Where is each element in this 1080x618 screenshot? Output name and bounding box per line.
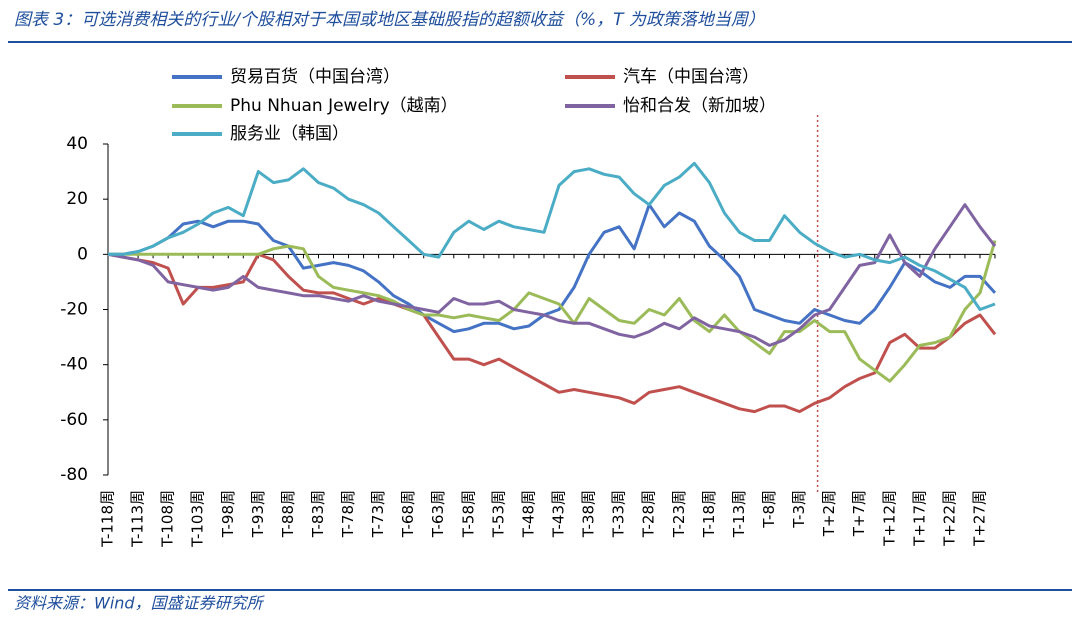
x-tick-label: T-58周	[459, 490, 477, 538]
x-tick-label: T-53周	[489, 490, 507, 538]
x-tick-label: T-108周	[159, 490, 177, 548]
x-tick-label: T-43周	[550, 490, 568, 538]
x-tick-label: T-18周	[700, 490, 718, 538]
x-tick-label: T-8周	[760, 490, 778, 529]
series-line	[107, 252, 997, 414]
x-tick-label: T+17周	[910, 490, 928, 547]
legend-label: 贸易百货（中国台湾）	[230, 67, 400, 87]
x-tick-label: T-38周	[580, 490, 598, 538]
x-tick-label: T-13周	[730, 490, 748, 538]
x-tick-label: T-28周	[640, 490, 658, 538]
x-tick-label: T-88周	[279, 490, 297, 538]
x-tick-label: T-73周	[369, 490, 387, 538]
y-tick-label: 40	[66, 134, 88, 154]
series-line	[108, 203, 997, 334]
legend-label: 汽车（中国台湾）	[623, 67, 759, 87]
x-tick-label: T-103周	[189, 490, 207, 548]
x-tick-label: T-3周	[790, 490, 808, 529]
x-tick-label: T-83周	[309, 490, 327, 538]
series-line	[107, 203, 997, 347]
y-tick-label: -20	[60, 300, 88, 320]
x-tick-label: T-33周	[610, 490, 628, 538]
x-tick-label: T-118周	[99, 490, 117, 548]
y-tick-label: -60	[60, 410, 88, 430]
x-tick-label: T+2周	[820, 490, 838, 537]
x-tick-label: T-78周	[339, 490, 357, 538]
x-tick-label: T-93周	[249, 490, 267, 538]
legend-label: Phu Nhuan Jewelry（越南）	[230, 96, 458, 116]
legend-label: 服务业（韩国）	[230, 124, 349, 144]
x-tick-label: T+7周	[850, 490, 868, 537]
y-tick-label: 20	[66, 189, 88, 209]
x-tick-label: T-98周	[219, 490, 237, 538]
x-tick-label: T-113周	[129, 490, 147, 548]
x-tick-label: T+12周	[880, 490, 898, 547]
x-tick-label: T-48周	[519, 490, 537, 538]
x-tick-label: T-23周	[670, 490, 688, 538]
source: 资料来源：Wind，国盛证券研究所	[14, 594, 266, 613]
x-tick-label: T+27周	[970, 490, 988, 547]
chart-title: 图表 3：可选消费相关的行业/个股相对于本国或地区基础股指的超额收益（%，T 为…	[14, 10, 765, 30]
series-line	[108, 161, 996, 311]
series-line	[108, 240, 997, 383]
y-tick-label: 0	[77, 244, 88, 264]
y-tick-label: -80	[60, 465, 88, 485]
legend-label: 怡和合发（新加坡）	[623, 96, 776, 116]
y-tick-label: -40	[60, 355, 88, 375]
x-tick-label: T-68周	[399, 490, 417, 538]
x-tick-label: T+22周	[940, 490, 958, 547]
x-tick-label: T-63周	[429, 490, 447, 538]
